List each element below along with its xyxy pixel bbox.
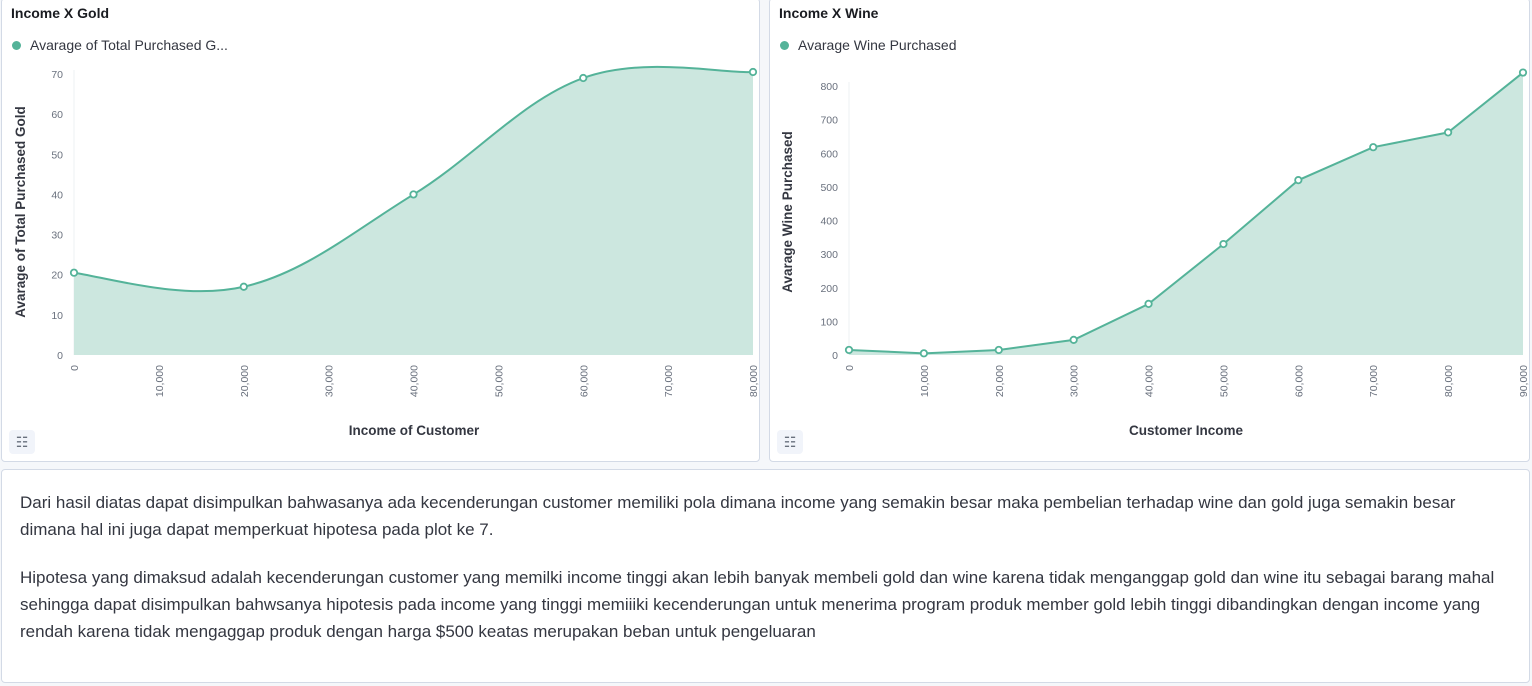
x-tick-label: 40,000 — [409, 365, 421, 397]
x-tick-label: 10,000 — [154, 365, 166, 397]
x-tick-label: 30,000 — [1069, 365, 1081, 397]
y-tick-label: 800 — [820, 81, 838, 93]
data-point — [1518, 68, 1528, 77]
legend-label: Avarage of Total Purchased G... — [30, 37, 228, 53]
x-tick-label: 60,000 — [1293, 365, 1305, 397]
series-line — [848, 71, 1524, 355]
data-point — [239, 282, 248, 291]
paragraph: Hipotesa yang dimaksud adalah kecenderun… — [20, 568, 1495, 641]
x-tick-label: 50,000 — [1218, 365, 1230, 397]
legend-item[interactable]: Avarage Wine Purchased — [780, 37, 957, 53]
x-tick-label: 0 — [69, 365, 81, 371]
x-tick-label: 50,000 — [493, 365, 505, 397]
y-tick-label: 50 — [51, 149, 63, 161]
data-point — [1294, 176, 1303, 185]
y-tick-label: 20 — [51, 270, 63, 282]
x-tick-label: 60,000 — [578, 365, 590, 397]
x-tick-label: 30,000 — [324, 365, 336, 397]
markdown-panel: Dari hasil diatas dapat disimpulkan bahw… — [1, 469, 1530, 683]
y-tick-label: 700 — [820, 115, 838, 127]
data-point — [748, 67, 758, 77]
data-point — [1144, 299, 1153, 308]
x-tick-label: 10,000 — [919, 365, 931, 397]
y-tick-label: 400 — [820, 216, 838, 228]
x-tick-label: 20,000 — [994, 365, 1006, 397]
y-tick-label: 200 — [820, 283, 838, 295]
legend-item[interactable]: Avarage of Total Purchased G... — [12, 37, 228, 53]
x-tick-label: 70,000 — [1368, 365, 1380, 397]
chart-income-gold[interactable]: 0 10 20 30 40 50 60 70 0 10,000 20,000 30,000 40,000… — [2, 0, 760, 462]
x-tick-label: 20,000 — [239, 365, 251, 397]
x-tick-label: 0 — [844, 365, 856, 371]
y-tick-label: 100 — [820, 316, 838, 328]
markdown-text: Dari hasil diatas dapat disimpulkan bahw… — [20, 489, 1510, 666]
y-tick-label: 0 — [57, 350, 63, 362]
legend-label: Avarage Wine Purchased — [798, 37, 957, 53]
y-tick-label: 300 — [820, 249, 838, 261]
data-point — [1444, 128, 1453, 137]
y-tick-label: 10 — [51, 310, 63, 322]
data-point — [1219, 239, 1228, 249]
data-point — [579, 73, 588, 83]
data-point — [1069, 335, 1078, 344]
data-point — [409, 190, 418, 199]
list-icon: ☷ — [15, 433, 29, 450]
y-axis-title: Avarage Wine Purchased — [780, 131, 795, 292]
paragraph: Dari hasil diatas dapat disimpulkan bahw… — [20, 493, 1456, 539]
inspect-button[interactable]: ☷ — [777, 430, 803, 454]
y-tick-label: 60 — [51, 109, 63, 121]
series-area — [849, 72, 1523, 356]
x-tick-label: 80,000 — [748, 365, 760, 397]
x-tick-label: 80,000 — [1443, 365, 1455, 397]
y-tick-label: 600 — [820, 148, 838, 160]
x-axis-title: Customer Income — [1129, 423, 1244, 438]
y-tick-label: 30 — [51, 230, 63, 242]
data-point — [844, 345, 854, 355]
chart-panel-income-gold: Income X Gold Avarage of Total Purchased… — [1, 0, 760, 462]
data-point — [919, 349, 928, 358]
panel-title: Income X Wine — [779, 5, 879, 21]
legend-dot-icon — [780, 40, 789, 50]
x-axis-title: Income of Customer — [349, 423, 480, 438]
y-tick-label: 40 — [51, 189, 63, 201]
legend-dot-icon — [12, 40, 21, 50]
series-area — [74, 66, 753, 356]
data-point — [994, 345, 1003, 355]
y-axis-title: Avarage of Total Purchased Gold — [13, 106, 28, 318]
panel-title: Income X Gold — [11, 5, 110, 21]
x-tick-label: 90,000 — [1518, 365, 1530, 397]
data-point — [69, 268, 79, 277]
inspect-button[interactable]: ☷ — [9, 430, 35, 454]
y-tick-label: 500 — [820, 182, 838, 194]
chart-income-wine[interactable]: 0 100 200 300 400 500 600 700 800 0 10,000 20,000 30… — [770, 0, 1530, 462]
chart-panel-income-wine: Income X Wine Avarage Wine Purchased 0 10… — [769, 0, 1530, 462]
data-point — [1369, 143, 1378, 152]
list-icon: ☷ — [783, 433, 797, 450]
y-tick-label: 70 — [51, 69, 63, 81]
x-tick-label: 70,000 — [663, 365, 675, 397]
y-tick-label: 0 — [832, 350, 838, 362]
x-tick-label: 40,000 — [1144, 365, 1156, 397]
